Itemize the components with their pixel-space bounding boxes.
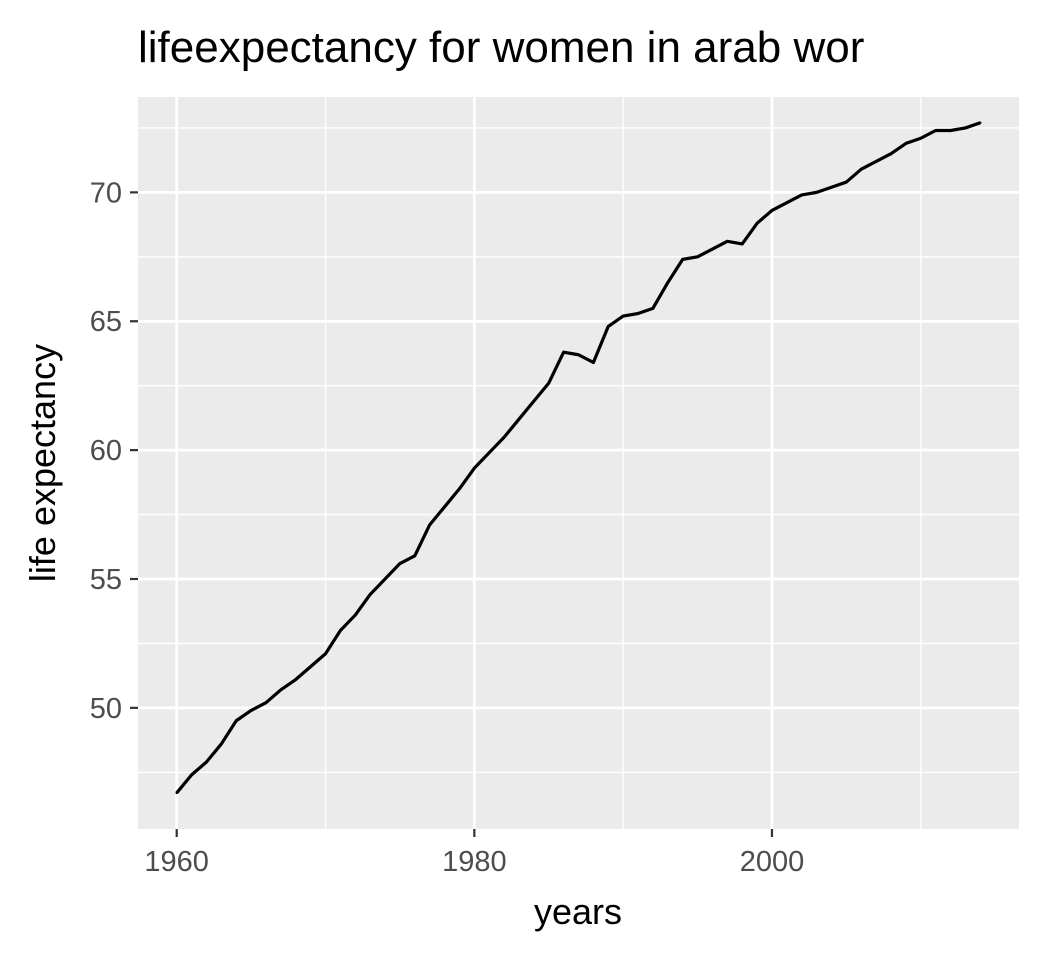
data-point [904, 142, 908, 145]
data-point [830, 186, 833, 189]
y-axis: 50 55 60 65 70 [90, 177, 138, 725]
data-point [949, 129, 952, 132]
data-point [428, 523, 431, 527]
data-point [279, 688, 283, 692]
data-point [368, 593, 372, 596]
data-point [800, 193, 803, 197]
data-point [383, 577, 387, 581]
data-point [755, 222, 759, 225]
minor-gridlines [138, 97, 1019, 829]
data-point [443, 505, 446, 509]
data-point [740, 242, 744, 246]
data-point [354, 613, 357, 617]
data-point [726, 240, 729, 243]
data-point [220, 742, 223, 746]
data-point [175, 791, 178, 795]
data-point [205, 760, 208, 764]
y-tick-label: 60 [90, 435, 122, 467]
data-point [488, 451, 491, 454]
x-tick-label: 1980 [442, 846, 507, 878]
major-gridlines [138, 97, 1019, 829]
data-point [190, 773, 193, 777]
x-tick-label: 2000 [740, 846, 805, 878]
data-point [934, 129, 937, 132]
data-point [770, 209, 774, 212]
data-points [175, 121, 982, 795]
data-point [607, 325, 610, 328]
data-point [815, 191, 818, 194]
data-point [398, 562, 402, 565]
data-point [845, 180, 848, 184]
data-point [889, 152, 893, 155]
data-point [651, 307, 655, 310]
chart-title: lifeexpectancy for women in arab wor [138, 23, 864, 72]
data-point [621, 314, 625, 318]
data-point [577, 353, 580, 356]
data-point [413, 554, 417, 557]
data-point [592, 361, 595, 364]
y-tick-label: 55 [90, 564, 122, 596]
data-point [711, 247, 714, 251]
plot-panel [138, 97, 1019, 829]
data-point [874, 160, 878, 163]
data-point [264, 701, 268, 704]
x-tick-label: 1960 [144, 846, 209, 878]
data-point [919, 137, 922, 140]
data-point [785, 201, 789, 204]
data-point [473, 466, 476, 470]
data-point [547, 381, 550, 385]
data-point [309, 665, 312, 668]
data-point [681, 258, 684, 261]
data-point [324, 652, 327, 655]
y-tick-label: 70 [90, 177, 122, 209]
data-point [502, 436, 506, 439]
x-axis-title: years [534, 891, 622, 932]
data-point [458, 487, 461, 490]
data-point [696, 255, 699, 259]
data-point [532, 399, 536, 403]
y-tick-label: 65 [90, 306, 122, 338]
data-point [294, 678, 297, 681]
y-axis-title: life expectancy [22, 344, 63, 582]
x-axis: 1960 1980 2000 [144, 829, 804, 878]
y-tick-label: 50 [90, 693, 122, 725]
data-point [235, 719, 238, 722]
data-point [979, 121, 982, 124]
data-point [562, 350, 565, 354]
data-point [666, 281, 669, 284]
data-point [517, 417, 521, 421]
data-point [249, 709, 253, 712]
data-point [636, 312, 640, 315]
data-point [860, 167, 863, 171]
data-point [964, 126, 967, 130]
data-point [339, 629, 342, 632]
